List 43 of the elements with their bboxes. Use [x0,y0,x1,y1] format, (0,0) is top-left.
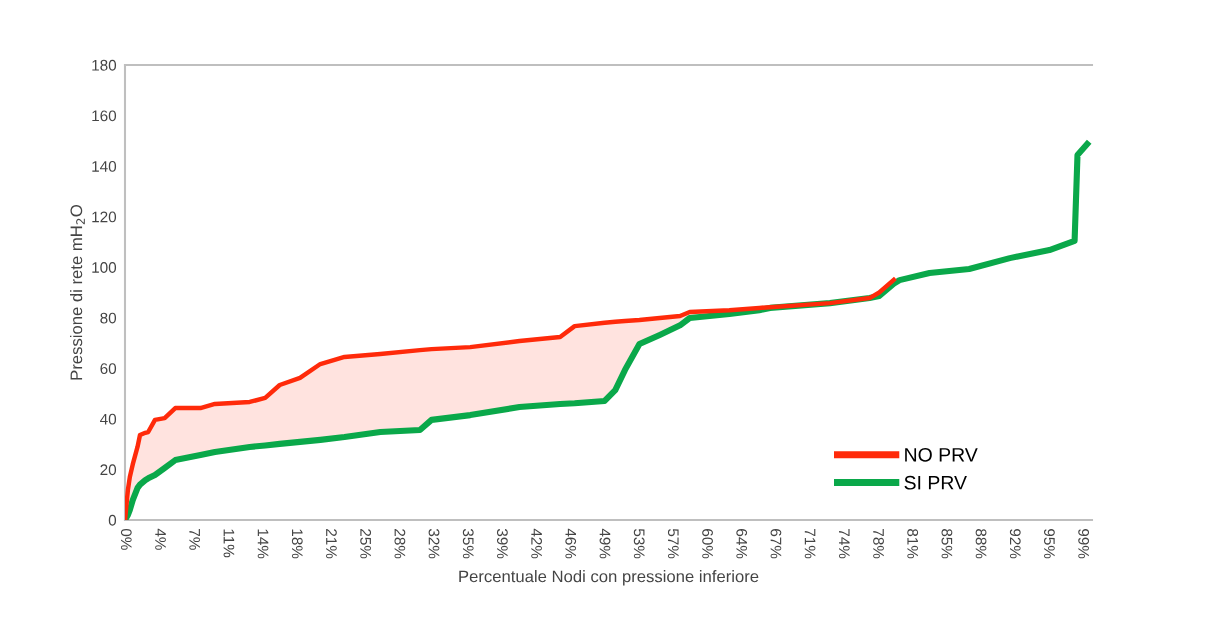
y-tick-label: 180 [92,59,117,71]
x-tick-label: 32% [428,528,440,559]
x-tick-label: 81% [907,529,919,559]
x-tick-label: 85% [941,529,953,559]
x-tick-label: 53% [633,528,645,559]
x-tick-label: 71% [804,529,816,559]
x-tick-label: 39% [496,528,508,559]
y-axis-title: Pressione di rete mH$_{2}$O [70,205,85,380]
x-tick-label: 28% [394,529,406,559]
legend-label: NO PRV [905,447,978,462]
x-tick-label: 42% [531,528,543,559]
x-axis-title: Percentuale Nodi con pressione inferiore [459,570,759,586]
y-tick-label: 100 [92,262,117,273]
x-tick-label: 7% [189,529,201,550]
x-tick-label: 49% [599,528,611,559]
y-tick-label: 60 [100,363,117,375]
y-tick-label: 160 [92,110,117,122]
y-tick-label: 80 [100,312,117,324]
x-tick-label: 25% [360,529,372,559]
y-tick-label: 120 [92,211,117,223]
x-tick-label: 14% [257,529,269,559]
x-tick-label: 74% [838,529,850,559]
x-tick-label: 35% [462,528,474,559]
y-tick-label: 20 [100,464,117,476]
x-tick-label: 88% [975,529,987,559]
x-tick-label: 95% [1044,529,1055,559]
legend-label: SI PRV [904,475,967,490]
x-tick-label: 60% [702,529,713,559]
x-tick-label: 4% [155,528,166,550]
x-tick-label: 0% [120,528,132,550]
x-tick-label: 78% [873,529,884,559]
x-tick-label: 99% [1078,529,1090,559]
x-tick-label: 46% [565,528,577,559]
x-tick-label: 64% [736,529,748,559]
x-tick-label: 18% [291,529,303,559]
y-tick-label: 0 [108,514,117,526]
x-tick-label: 57% [667,528,679,559]
y-tick-label: 40 [100,413,117,425]
y-tick-label: 140 [92,160,117,172]
x-tick-label: 92% [1009,529,1021,559]
x-tick-label: 21% [326,529,337,559]
x-tick-label: 11% [223,529,235,558]
x-tick-label: 67% [770,529,782,559]
